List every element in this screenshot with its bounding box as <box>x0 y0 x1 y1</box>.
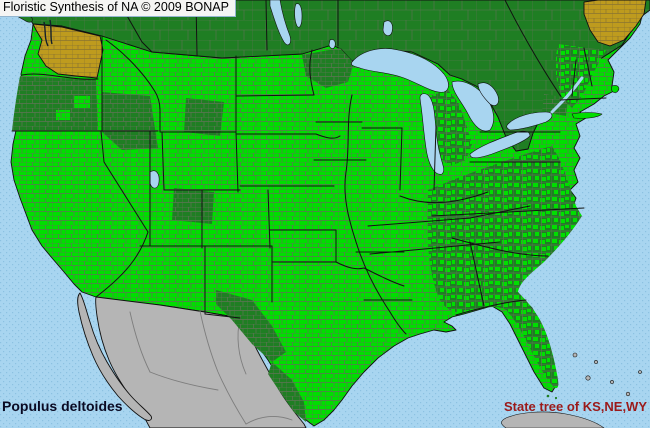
lake-erie <box>469 130 531 159</box>
cape-cod <box>611 85 620 93</box>
lake-nipigon <box>382 20 393 36</box>
lake-superior <box>351 48 449 93</box>
us-state-borders <box>11 36 607 335</box>
mixed-presence-regions <box>427 44 606 389</box>
state-tree-note-label: State tree of KS,NE,WY <box>503 399 647 414</box>
mexico-state-borders <box>129 310 293 425</box>
map-title-box: Floristic Synthesis of NA © 2009 BONAP <box>0 0 236 17</box>
lake-of-the-woods <box>328 39 336 49</box>
florida-keys <box>554 396 558 400</box>
species-name-label: Populus deltoides <box>2 398 123 414</box>
great-lakes-group <box>149 0 584 189</box>
bahamas-islands <box>572 352 642 397</box>
great-salt-lake <box>149 170 160 189</box>
long-island <box>571 112 603 119</box>
state-level-presence-regions <box>12 48 354 422</box>
lake-winnipeg <box>269 0 291 46</box>
baja-california-peninsula <box>77 292 152 421</box>
mexico-region <box>95 296 307 428</box>
lake-michigan <box>419 93 444 175</box>
florida-keys <box>546 394 550 398</box>
map-title: Floristic Synthesis of NA © 2009 BONAP <box>3 0 229 14</box>
puget-sound <box>43 19 53 47</box>
st-lawrence-river <box>550 76 584 114</box>
georgian-bay <box>477 82 499 106</box>
lake-ontario <box>506 111 553 131</box>
coastal-islands <box>43 19 642 428</box>
lake-huron <box>451 80 494 132</box>
maine-adventive-region <box>583 0 647 47</box>
cuba-island <box>501 411 605 428</box>
lake-winnipegosis <box>294 3 303 28</box>
